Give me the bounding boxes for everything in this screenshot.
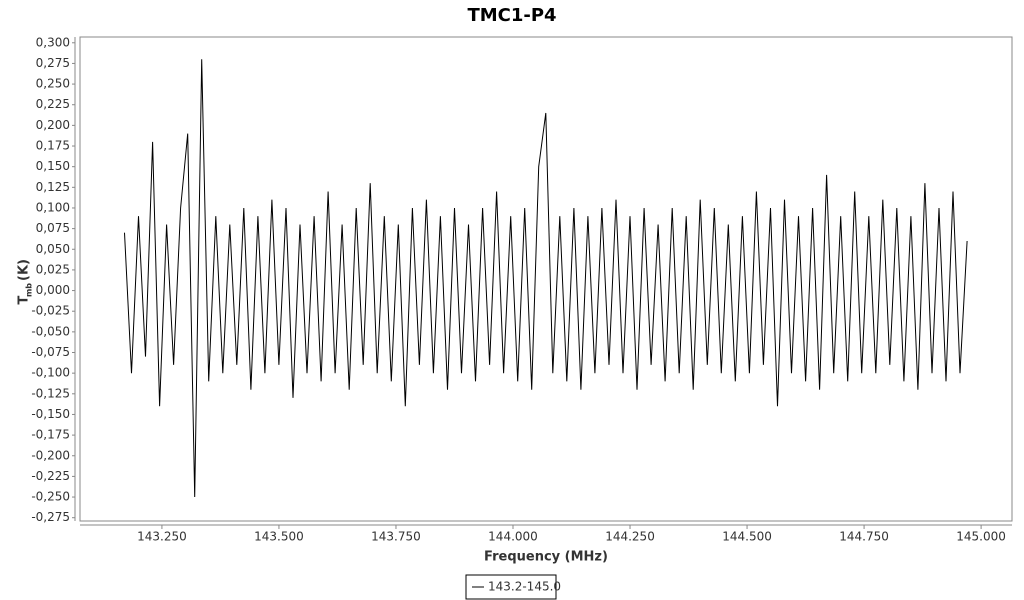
- y-tick-label: 0,075: [36, 221, 70, 235]
- y-tick-label: 0,000: [36, 283, 70, 297]
- y-tick-label: -0,200: [31, 448, 70, 462]
- y-tick-label: 0,100: [36, 200, 70, 214]
- y-tick-label: -0,150: [31, 407, 70, 421]
- y-tick-label: -0,250: [31, 490, 70, 504]
- x-tick-label: 144.750: [839, 530, 889, 544]
- y-tick-label: -0,050: [31, 324, 70, 338]
- x-tick-label: 143.750: [371, 530, 421, 544]
- plot-frame: [79, 36, 1013, 522]
- y-tick-label: 0,125: [36, 180, 70, 194]
- x-tick-label: 144.500: [722, 530, 772, 544]
- y-tick-label: -0,075: [31, 345, 70, 359]
- x-tick-label: 143.500: [254, 530, 304, 544]
- y-tick-label: -0,125: [31, 386, 70, 400]
- chart-title: TMC1-P4: [467, 5, 556, 26]
- y-tick-label: -0,175: [31, 428, 70, 442]
- y-label-main: T: [17, 295, 32, 304]
- y-label-sub: mb: [25, 283, 34, 297]
- x-tick-label: 144.000: [488, 530, 538, 544]
- y-tick-label: -0,225: [31, 469, 70, 483]
- y-axis-label: T mb (K): [17, 259, 34, 304]
- spectrum-line: [124, 59, 968, 498]
- y-tick-label: -0,275: [31, 510, 70, 524]
- y-tick-label: -0,100: [31, 366, 70, 380]
- x-tick-label: 144.250: [605, 530, 655, 544]
- y-label-unit: (K): [17, 259, 32, 281]
- y-tick-label: 0,200: [36, 118, 70, 132]
- x-axis-label: Frequency (MHz): [484, 550, 608, 565]
- legend-label: 143.2-145.0: [488, 580, 561, 594]
- y-tick-label: 0,300: [36, 35, 70, 49]
- y-tick-label: 0,175: [36, 139, 70, 153]
- y-tick-label: 0,150: [36, 159, 70, 173]
- x-tick-label: 145.000: [956, 530, 1006, 544]
- y-tick-label: 0,050: [36, 242, 70, 256]
- y-tick-label: 0,250: [36, 77, 70, 91]
- y-tick-label: -0,025: [31, 304, 70, 318]
- x-tick-label: 143.250: [137, 530, 187, 544]
- y-tick-label: 0,225: [36, 97, 70, 111]
- y-tick-label: 0,275: [36, 56, 70, 70]
- y-tick-label: 0,025: [36, 262, 70, 276]
